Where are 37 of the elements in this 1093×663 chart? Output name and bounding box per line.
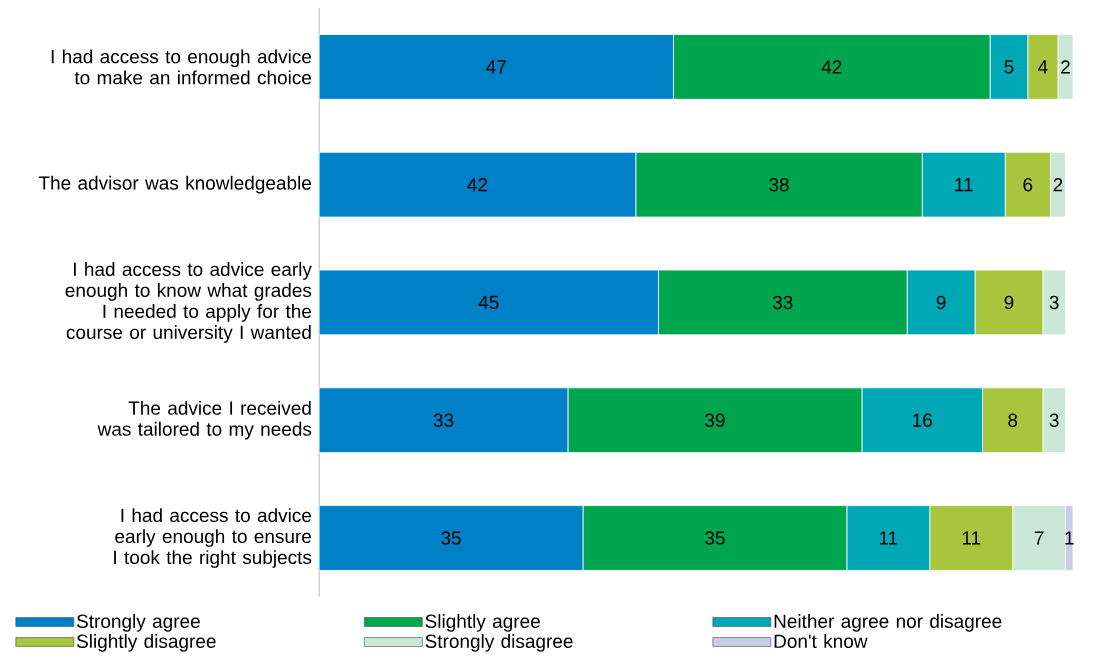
- y-tick-label: The advice I received was tailored to my needs: [97, 400, 312, 440]
- data-label: 9: [936, 295, 946, 310]
- data-label: 2: [1053, 178, 1063, 192]
- y-tick-label: I had access to advice early enough to ensure I took the right subjects: [114, 508, 312, 568]
- data-label: 42: [467, 178, 488, 192]
- y-tick-label: I had access to enough advice to make an informed choice: [51, 49, 312, 85]
- data-label: 11: [879, 531, 898, 545]
- data-label: 38: [769, 178, 789, 192]
- legend-label: Strongly agree: [76, 614, 200, 632]
- legend-label: Strongly disagree: [425, 634, 573, 652]
- data-label: 33: [433, 413, 454, 428]
- data-label: 9: [1004, 295, 1014, 310]
- legend-label: Neither agree nor disagree: [774, 614, 1002, 632]
- data-label: 8: [1008, 413, 1018, 428]
- legend-label: Slightly disagree: [76, 634, 216, 652]
- data-label: 6: [1023, 178, 1033, 192]
- data-label: 7: [1034, 531, 1044, 545]
- data-label: 16: [913, 413, 932, 428]
- data-label: 33: [772, 295, 793, 310]
- data-label: 11: [962, 531, 981, 545]
- y-tick-label: I had access to advice early enough to know what grades I needed to apply for the course or university I wanted: [65, 262, 312, 343]
- data-label: 45: [478, 295, 499, 310]
- data-label: 4: [1038, 60, 1048, 74]
- data-label: 35: [705, 531, 725, 545]
- data-label: 3: [1049, 413, 1059, 428]
- data-label: 47: [486, 60, 506, 74]
- legend-label: Slightly agree: [425, 614, 540, 632]
- data-label: 39: [705, 413, 725, 428]
- data-label: 1: [1065, 531, 1074, 545]
- y-tick-label: The advisor was knowledgeable: [38, 175, 312, 194]
- data-label: 3: [1049, 295, 1059, 310]
- data-label: 2: [1061, 60, 1070, 74]
- data-label: 11: [955, 178, 973, 192]
- data-label: 5: [1004, 60, 1014, 74]
- data-label: 42: [821, 60, 842, 74]
- data-label: 35: [441, 531, 461, 545]
- legend-label: Don't know: [774, 634, 868, 649]
